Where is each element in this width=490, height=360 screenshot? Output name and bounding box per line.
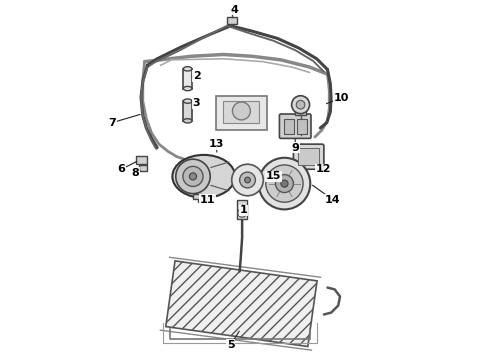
Bar	[223, 101, 259, 123]
Bar	[284, 119, 294, 134]
Bar	[297, 119, 307, 134]
Bar	[216, 96, 267, 130]
Text: 2: 2	[193, 71, 200, 81]
Ellipse shape	[183, 99, 192, 103]
Circle shape	[266, 165, 303, 202]
Text: 8: 8	[132, 168, 140, 178]
Bar	[139, 165, 147, 171]
Circle shape	[296, 100, 305, 109]
Bar	[295, 105, 306, 116]
Text: 1: 1	[239, 206, 247, 216]
Text: 15: 15	[266, 171, 281, 181]
Circle shape	[183, 166, 203, 186]
Circle shape	[281, 180, 288, 187]
Text: 3: 3	[193, 98, 200, 108]
Ellipse shape	[183, 86, 192, 91]
Text: 7: 7	[108, 118, 116, 128]
Bar	[136, 156, 147, 164]
Text: 14: 14	[325, 195, 341, 205]
Text: 10: 10	[334, 93, 349, 103]
Circle shape	[240, 172, 255, 188]
Circle shape	[176, 159, 210, 194]
Text: 13: 13	[209, 139, 224, 149]
Bar	[183, 101, 192, 121]
Circle shape	[259, 158, 310, 210]
Text: 12: 12	[316, 164, 332, 174]
Circle shape	[275, 175, 294, 193]
Text: 11: 11	[199, 195, 215, 205]
FancyBboxPatch shape	[279, 114, 311, 138]
Polygon shape	[193, 194, 207, 202]
Text: 4: 4	[230, 5, 238, 15]
Ellipse shape	[183, 67, 192, 71]
Ellipse shape	[183, 119, 192, 123]
Circle shape	[245, 177, 250, 183]
Text: 6: 6	[117, 164, 125, 174]
Bar	[227, 17, 237, 24]
Circle shape	[190, 173, 196, 180]
Circle shape	[232, 102, 250, 120]
Bar	[237, 200, 247, 220]
Polygon shape	[166, 261, 317, 347]
Text: 5: 5	[227, 340, 235, 350]
Circle shape	[238, 209, 246, 217]
Ellipse shape	[172, 155, 235, 198]
Text: 9: 9	[291, 143, 299, 153]
Bar	[183, 69, 192, 89]
FancyBboxPatch shape	[294, 144, 324, 169]
Bar	[298, 148, 319, 165]
Circle shape	[232, 164, 263, 196]
Circle shape	[292, 96, 310, 114]
